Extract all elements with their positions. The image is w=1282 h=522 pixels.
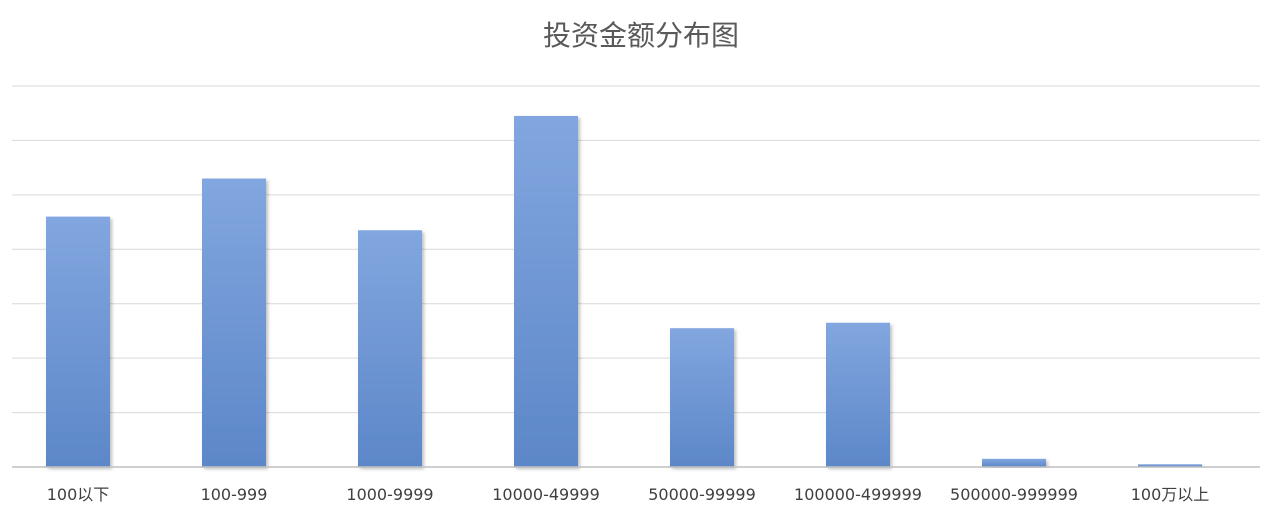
- x-tick-label: 50000-99999: [648, 485, 756, 504]
- bar: [826, 322, 890, 467]
- x-tick-label: 10000-49999: [492, 485, 600, 504]
- chart-title: 投资金额分布图: [542, 19, 739, 52]
- bar: [46, 216, 110, 467]
- x-tick-label: 100以下: [47, 485, 110, 504]
- bar: [514, 115, 578, 467]
- bar: [670, 328, 734, 467]
- x-tick-label: 100000-499999: [794, 485, 922, 504]
- x-tick-label: 100万以上: [1131, 485, 1210, 504]
- x-tick-label: 500000-999999: [950, 485, 1078, 504]
- bar: [1138, 464, 1202, 467]
- bar: [358, 230, 422, 467]
- bars: [46, 115, 1202, 467]
- bar: [982, 458, 1046, 467]
- x-axis-tick-labels: 100以下 100-999 1000-9999 10000-49999 50000-99…: [47, 485, 1210, 504]
- x-tick-label: 1000-9999: [346, 485, 433, 504]
- gridlines: [12, 85, 1260, 414]
- bar: [202, 178, 266, 467]
- x-tick-label: 100-999: [201, 485, 268, 504]
